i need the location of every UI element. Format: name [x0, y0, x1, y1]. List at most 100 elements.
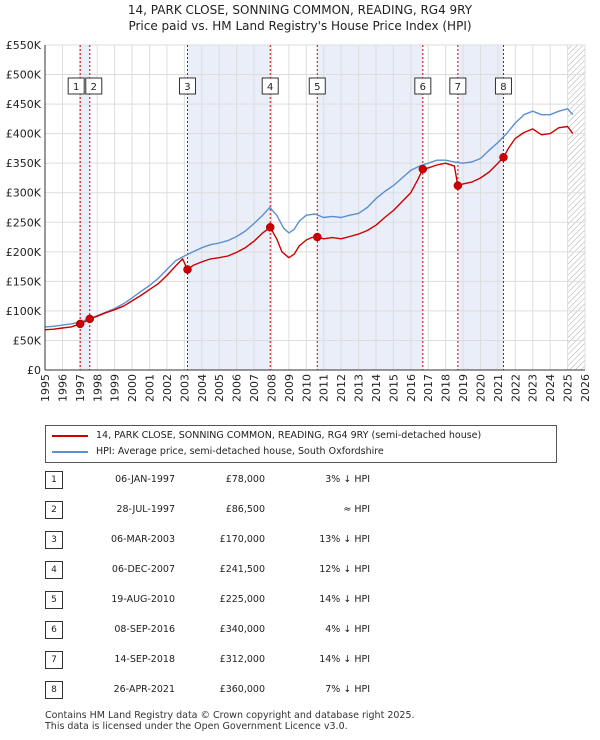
sale-number-box	[261, 77, 279, 95]
sale-date: 26-APR-2021	[113, 684, 175, 695]
sale-point	[85, 314, 95, 324]
ownership-band	[80, 45, 90, 370]
sale-number-box	[414, 77, 432, 95]
sale-number-label: 7	[455, 82, 461, 93]
sale-number-label: 1	[73, 82, 79, 93]
y-tick-label: £0	[27, 364, 41, 377]
sale-number-label: 5	[314, 82, 320, 93]
sale-point	[418, 164, 428, 174]
sale-number-badge: 6	[45, 621, 63, 639]
chart-subtitle: Price paid vs. HM Land Registry's House …	[128, 19, 472, 33]
sale-row: 5 19-AUG-2010 £225,000 14% ↓ HPI	[45, 590, 555, 610]
x-tick-label: 2012	[335, 374, 348, 402]
x-tick-label: 2008	[265, 374, 278, 402]
sale-hpi-comparison: 7% ↓ HPI	[325, 684, 370, 695]
sale-date: 14-SEP-2018	[114, 654, 175, 665]
sale-hpi-comparison: 13% ↓ HPI	[319, 534, 370, 545]
sale-price: £312,000	[219, 654, 265, 665]
sale-number-box	[449, 77, 467, 95]
sale-date: 19-AUG-2010	[111, 594, 175, 605]
x-tick-label: 2002	[161, 374, 174, 402]
legend-label-hpi: HPI: Average price, semi-detached house,…	[96, 446, 384, 457]
sale-hpi-comparison: 14% ↓ HPI	[319, 594, 370, 605]
x-tick-label: 2021	[492, 374, 505, 402]
sale-number-box	[67, 77, 85, 95]
hpi-series-line	[44, 108, 574, 328]
sale-number-label: 6	[420, 82, 426, 93]
sale-number-box	[85, 77, 103, 95]
x-tick-label: 1996	[56, 374, 69, 402]
sale-number-badge: 2	[45, 501, 63, 519]
sale-point	[499, 153, 508, 162]
sale-date: 28-JUL-1997	[116, 504, 175, 515]
x-tick-label: 2016	[405, 374, 418, 402]
sale-row: 4 06-DEC-2007 £241,500 12% ↓ HPI	[45, 560, 555, 580]
license-line: This data is licensed under the Open Gov…	[45, 721, 348, 732]
sale-number-box	[494, 77, 512, 95]
sale-number-marker: 6	[414, 77, 432, 95]
sale-point	[183, 265, 192, 274]
x-tick-label: 2026	[579, 374, 592, 402]
sale-hpi-comparison: 3% ↓ HPI	[325, 474, 370, 485]
sale-number-marker: 4	[261, 77, 279, 95]
x-tick-label: 1998	[91, 374, 104, 402]
y-tick-label: £400K	[6, 128, 42, 141]
sale-number-marker: 5	[308, 77, 326, 95]
sale-row: 2 28-JUL-1997 £86,500 ≈ HPI	[45, 500, 555, 520]
ownership-band	[187, 45, 271, 370]
ownership-band	[317, 45, 423, 370]
x-tick-label: 2024	[544, 374, 557, 402]
x-tick-label: 1997	[74, 374, 87, 402]
attribution-line: Contains HM Land Registry data © Crown c…	[45, 710, 415, 721]
y-tick-label: £150K	[6, 275, 42, 288]
sale-number-badge: 1	[45, 471, 63, 489]
sale-number-badge: 3	[45, 531, 63, 549]
sale-row: 3 06-MAR-2003 £170,000 13% ↓ HPI	[45, 530, 555, 550]
x-tick-label: 2009	[283, 374, 296, 402]
sale-date: 08-SEP-2016	[114, 624, 175, 635]
sale-price: £78,000	[225, 474, 265, 485]
x-tick-label: 2005	[213, 374, 226, 402]
property-series-line	[44, 125, 574, 331]
y-tick-label: £300K	[6, 187, 42, 200]
x-tick-label: 2025	[562, 374, 575, 402]
sale-price: £170,000	[219, 534, 265, 545]
sale-number-marker: 2	[85, 77, 103, 95]
x-tick-label: 2006	[231, 374, 244, 402]
sale-number-label: 8	[500, 82, 506, 93]
sale-hpi-comparison: 4% ↓ HPI	[325, 624, 370, 635]
x-tick-label: 2018	[440, 374, 453, 402]
sale-hpi-comparison: ≈ HPI	[343, 504, 370, 515]
sale-number-label: 4	[267, 82, 273, 93]
sale-number-label: 2	[91, 82, 97, 93]
x-tick-label: 2007	[248, 374, 261, 402]
y-tick-label: £350K	[6, 157, 42, 170]
sale-row: 1 06-JAN-1997 £78,000 3% ↓ HPI	[45, 470, 555, 490]
y-tick-label: £450K	[6, 98, 42, 111]
sale-point	[265, 223, 275, 232]
x-tick-label: 2001	[144, 374, 157, 402]
legend-item-hpi: HPI: Average price, semi-detached house,…	[52, 444, 384, 460]
sale-number-box	[178, 77, 196, 95]
sale-row: 6 08-SEP-2016 £340,000 4% ↓ HPI	[45, 620, 555, 640]
x-tick-label: 2011	[318, 374, 331, 402]
sale-price: £360,000	[219, 684, 265, 695]
sale-date: 06-JAN-1997	[115, 474, 175, 485]
legend-swatch-hpi	[52, 450, 88, 453]
sale-number-marker: 1	[67, 77, 85, 95]
sale-price: £86,500	[225, 504, 265, 515]
y-tick-label: £250K	[6, 216, 42, 229]
sale-date: 06-DEC-2007	[111, 564, 175, 575]
x-tick-label: 2013	[353, 374, 366, 402]
sale-price: £241,500	[219, 564, 265, 575]
projection-hatch	[567, 45, 585, 370]
sale-row: 8 26-APR-2021 £360,000 7% ↓ HPI	[45, 680, 555, 700]
y-tick-label: £50K	[13, 334, 42, 347]
sale-hpi-comparison: 14% ↓ HPI	[319, 654, 370, 665]
legend-swatch-property	[52, 434, 88, 437]
sale-number-label: 3	[184, 82, 190, 93]
sale-number-badge: 8	[45, 681, 63, 699]
x-tick-label: 2014	[370, 374, 383, 402]
legend-item-property: 14, PARK CLOSE, SONNING COMMON, READING,…	[52, 428, 481, 444]
legend-label-property: 14, PARK CLOSE, SONNING COMMON, READING,…	[96, 430, 482, 441]
